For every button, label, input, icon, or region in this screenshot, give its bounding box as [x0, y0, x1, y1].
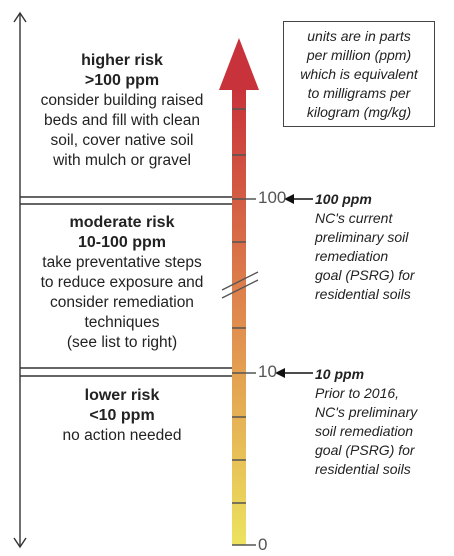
zone-moderate-line: to reduce exposure and [40, 274, 204, 291]
zone-divider-10 [20, 367, 246, 377]
zone-divider-100 [20, 196, 246, 205]
note-10-line: NC's preliminary [315, 404, 418, 420]
arrow-100-icon [284, 194, 313, 204]
note-100-ppm: 100 ppm NC's current preliminary soil re… [315, 190, 415, 304]
units-line: units are in parts [307, 28, 411, 44]
zone-moderate-line: take preventative steps [42, 254, 202, 271]
tick-label-10: 10 [258, 362, 277, 381]
zone-moderate-risk: moderate risk 10-100 ppm take preventati… [24, 213, 220, 353]
arrow-10-icon [275, 368, 313, 378]
zone-moderate-range: 10-100 ppm [77, 234, 167, 251]
zone-moderate-line: techniques [84, 314, 160, 331]
zone-higher-risk: higher risk >100 ppm consider building r… [24, 51, 220, 171]
note-10-line: soil remediation [315, 423, 414, 439]
note-10-line: goal (PSRG) for [315, 442, 415, 458]
note-100-line: remediation [315, 248, 389, 264]
note-100-line: NC's current [315, 210, 393, 226]
bar-ticks [232, 108, 256, 546]
units-line: per million (ppm) [306, 47, 412, 63]
units-line: kilogram (mg/kg) [306, 104, 412, 120]
concentration-bar [219, 38, 259, 545]
note-100-line: goal (PSRG) for [315, 267, 415, 283]
note-10-line: Prior to 2016, [315, 385, 400, 401]
note-10-head: 10 ppm [315, 366, 365, 382]
zone-higher-title: higher risk [81, 52, 163, 69]
risk-axis-arrow [13, 11, 27, 549]
units-line: which is equivalent [300, 66, 418, 82]
zone-moderate-line: consider remediation [50, 294, 194, 311]
zone-higher-line: consider building raised [40, 92, 204, 109]
zone-higher-range: >100 ppm [84, 72, 160, 89]
zone-lower-line: no action needed [62, 427, 182, 444]
units-note-box: units are in parts per million (ppm) whi… [283, 21, 435, 127]
note-10-ppm: 10 ppm Prior to 2016, NC's preliminary s… [315, 365, 417, 479]
zone-lower-title: lower risk [84, 387, 160, 404]
units-line: to milligrams per [307, 85, 411, 101]
axis-break-icon [221, 271, 259, 299]
zone-lower-range: <10 ppm [89, 407, 155, 424]
zone-moderate-line: (see list to right) [66, 334, 178, 351]
zone-higher-line: with mulch or gravel [53, 152, 191, 169]
note-10-line: residential soils [315, 461, 411, 477]
note-100-line: preliminary soil [315, 229, 409, 245]
note-100-line: residential soils [315, 286, 411, 302]
zone-lower-risk: lower risk <10 ppm no action needed [24, 386, 220, 446]
note-100-head: 100 ppm [315, 191, 372, 207]
tick-label-100: 100 [258, 188, 287, 207]
zone-higher-line: soil, cover native soil [50, 132, 194, 149]
zone-higher-line: beds and fill with clean [44, 112, 200, 129]
tick-label-0: 0 [258, 535, 268, 554]
zone-moderate-title: moderate risk [69, 214, 175, 231]
